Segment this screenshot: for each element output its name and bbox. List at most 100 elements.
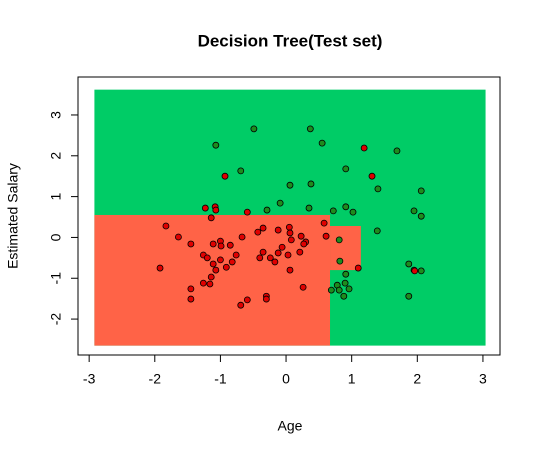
point: [274, 226, 282, 234]
point: [329, 207, 337, 215]
point: [263, 206, 271, 214]
point: [318, 139, 326, 147]
point: [201, 204, 209, 212]
point: [238, 233, 246, 241]
point: [254, 228, 262, 236]
point: [335, 286, 343, 294]
point: [327, 286, 335, 294]
x-tick-label: 1: [348, 371, 356, 387]
point: [207, 214, 215, 222]
region: [330, 226, 361, 271]
point: [243, 296, 251, 304]
y-tick-label: 3: [48, 111, 64, 119]
point: [417, 267, 425, 275]
point: [259, 224, 267, 232]
point: [206, 280, 214, 288]
y-tick-label: 2: [48, 152, 64, 160]
point: [411, 267, 419, 275]
point: [276, 199, 284, 207]
point: [286, 181, 294, 189]
point: [222, 263, 230, 271]
point: [217, 242, 225, 250]
point: [349, 208, 357, 216]
x-tick-label: -3: [83, 371, 96, 387]
point: [340, 292, 348, 300]
point: [286, 229, 294, 237]
point: [322, 232, 330, 240]
x-tick-label: 2: [413, 371, 421, 387]
point: [209, 260, 217, 268]
point: [373, 227, 381, 235]
y-tick-label: 1: [48, 193, 64, 201]
point: [345, 285, 353, 293]
point: [228, 258, 236, 266]
point: [417, 212, 425, 220]
point: [405, 292, 413, 300]
point: [374, 185, 382, 193]
point: [212, 141, 220, 149]
point: [342, 165, 350, 173]
point: [203, 254, 211, 262]
point: [274, 249, 282, 257]
point: [296, 248, 304, 256]
point: [212, 266, 220, 274]
point: [342, 270, 350, 278]
point: [259, 248, 267, 256]
point: [354, 264, 362, 272]
point: [287, 236, 295, 244]
point: [199, 279, 207, 287]
point: [250, 125, 258, 133]
point: [187, 240, 195, 248]
point: [209, 240, 217, 248]
point: [156, 264, 164, 272]
point: [278, 243, 286, 251]
point: [335, 236, 343, 244]
point: [320, 219, 328, 227]
y-tick-label: 0: [48, 233, 64, 241]
point: [368, 172, 376, 180]
y-tick-label: -1: [48, 272, 64, 285]
point: [271, 258, 279, 266]
point: [299, 283, 307, 291]
point: [162, 222, 170, 230]
y-tick-label: -2: [48, 313, 64, 326]
y-axis-label: Estimated Salary: [5, 163, 21, 269]
point: [286, 266, 294, 274]
point: [187, 285, 195, 293]
point: [237, 167, 245, 175]
x-axis-label: Age: [278, 418, 303, 434]
point: [410, 207, 418, 215]
point: [262, 295, 270, 303]
point: [266, 254, 274, 262]
point: [284, 251, 292, 259]
point: [393, 147, 401, 155]
point: [417, 187, 425, 195]
region: [94, 214, 331, 346]
x-tick-label: 0: [282, 371, 290, 387]
point: [243, 208, 251, 216]
point: [285, 223, 293, 231]
point: [207, 273, 215, 281]
point: [256, 254, 264, 262]
x-tick-label: 3: [479, 371, 487, 387]
point: [360, 144, 368, 152]
point: [212, 206, 220, 214]
point: [232, 251, 240, 259]
chart-title: Decision Tree(Test set): [198, 31, 383, 50]
point: [300, 240, 308, 248]
point: [221, 172, 229, 180]
point: [305, 204, 313, 212]
point: [297, 232, 305, 240]
point: [342, 203, 350, 211]
point: [217, 256, 224, 264]
point: [187, 295, 195, 303]
point: [336, 257, 344, 265]
point: [306, 125, 314, 133]
point: [175, 233, 182, 241]
point: [307, 180, 315, 188]
point: [237, 301, 245, 309]
point: [226, 241, 234, 249]
x-tick-label: -1: [214, 371, 227, 387]
x-tick-label: -2: [149, 371, 162, 387]
